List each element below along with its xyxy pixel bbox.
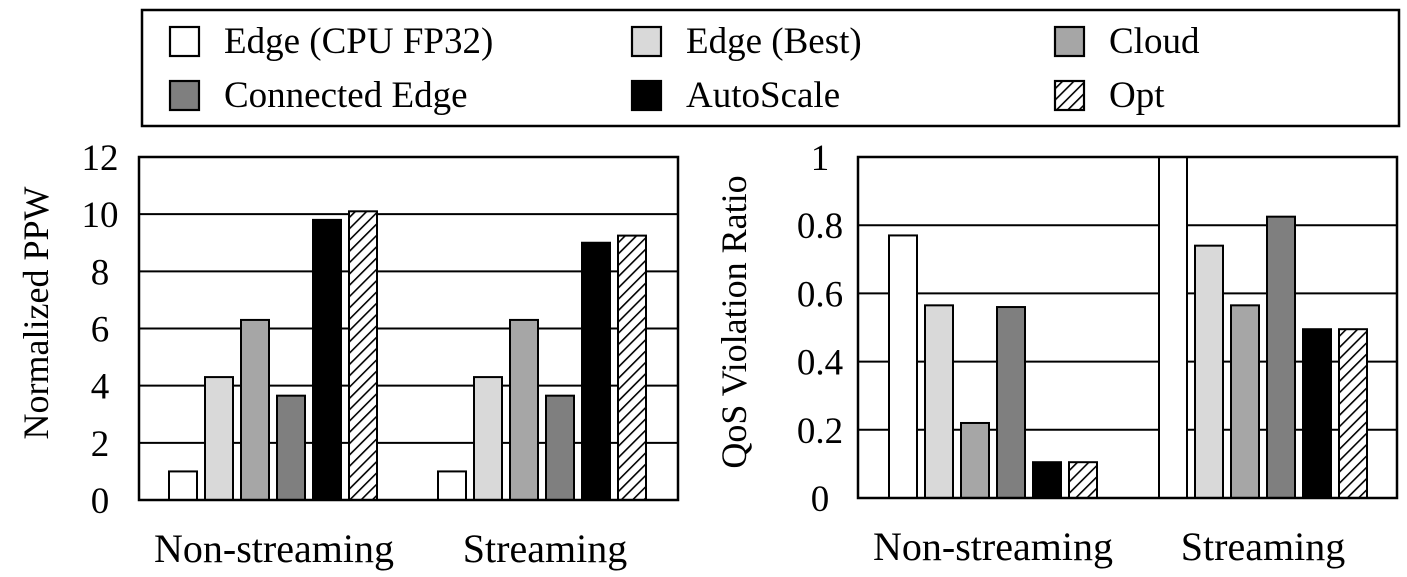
ppw-y-tick-label: 2 xyxy=(91,424,110,465)
legend-item-connected-edge: Connected Edge xyxy=(168,75,468,116)
qos-bar-non-streaming-opt xyxy=(1068,461,1098,500)
legend-frame xyxy=(140,8,1401,128)
qos-y-tick-label: 0.2 xyxy=(797,411,843,452)
qos-bar-streaming-opt xyxy=(1338,328,1368,499)
qos-bar-non-streaming-edge-cpu-fp32 xyxy=(888,234,918,499)
ppw-bar-non-streaming-edge-cpu-fp32 xyxy=(168,470,198,501)
ppw-bar-non-streaming-cloud xyxy=(240,318,270,501)
qos-bar-streaming-connected-edge xyxy=(1266,215,1296,500)
ppw-y-tick-label: 6 xyxy=(91,310,110,351)
ppw-bar-non-streaming-autoscale xyxy=(312,218,342,501)
ppw-bar-streaming-edge-cpu-fp32 xyxy=(437,470,467,501)
legend-swatch xyxy=(630,25,663,58)
legend-item-edge-best: Edge (Best) xyxy=(630,21,862,62)
ppw-bar-streaming-opt xyxy=(617,234,647,502)
qos-bar-streaming-edge-cpu-fp32 xyxy=(1158,156,1188,499)
qos-bar-non-streaming-autoscale xyxy=(1032,461,1062,500)
legend-item-edge-cpu-fp32: Edge (CPU FP32) xyxy=(168,21,493,62)
legend-swatch xyxy=(168,25,201,58)
ppw-y-tick-label: 0 xyxy=(91,481,110,522)
legend-label: Edge (Best) xyxy=(686,21,862,62)
legend-label: Opt xyxy=(1109,75,1165,116)
ppw-bar-streaming-autoscale xyxy=(581,241,611,501)
qos-bar-non-streaming-connected-edge xyxy=(996,306,1026,500)
qos-chart: QoS Violation Ratio 0 0.2 0.4 0.6 0.8 1 Non-s… xyxy=(714,138,1399,569)
ppw-bar-streaming-connected-edge xyxy=(545,394,575,502)
legend-label: Connected Edge xyxy=(224,75,468,116)
qos-y-tick-label: 0.4 xyxy=(797,343,843,384)
ppw-chart: Normalized PPW 0 2 4 6 8 10 12 Non-streaming St… xyxy=(16,138,680,571)
ppw-y-tick-label: 4 xyxy=(91,367,110,408)
ppw-y-tick-label: 8 xyxy=(91,252,110,293)
ppw-y-tick-label: 12 xyxy=(82,138,119,179)
ppw-plot-frame xyxy=(137,155,680,502)
ppw-bar-non-streaming-edge-best xyxy=(204,376,234,502)
ppw-bar-streaming-cloud xyxy=(509,318,539,501)
ppw-y-axis-label: Normalized PPW xyxy=(16,187,56,440)
legend-label: Edge (CPU FP32) xyxy=(224,21,493,62)
ppw-x-category-label: Non-streaming xyxy=(154,526,394,571)
legend: Edge (CPU FP32) Edge (Best) Cloud Connected… xyxy=(140,8,1401,128)
legend-swatch xyxy=(1053,25,1086,58)
qos-bar-streaming-cloud xyxy=(1230,304,1260,499)
legend-swatch xyxy=(630,79,663,112)
ppw-bar-non-streaming-opt xyxy=(348,210,378,502)
ppw-x-category-label: Streaming xyxy=(463,526,627,571)
qos-y-tick-label: 0 xyxy=(811,479,830,520)
ppw-bar-streaming-edge-best xyxy=(473,376,503,502)
ppw-y-tick-label: 10 xyxy=(82,195,119,236)
qos-y-tick-label: 0.6 xyxy=(797,274,843,315)
ppw-bar-non-streaming-connected-edge xyxy=(276,394,306,502)
legend-item-autoscale: AutoScale xyxy=(630,75,840,116)
qos-bar-streaming-autoscale xyxy=(1302,328,1332,499)
qos-x-category-label: Streaming xyxy=(1181,524,1345,569)
qos-bar-streaming-edge-best xyxy=(1194,244,1224,499)
qos-plot-frame xyxy=(856,155,1399,500)
legend-item-opt: Opt xyxy=(1053,75,1165,116)
qos-y-tick-label: 0.8 xyxy=(797,206,843,247)
qos-y-axis-label: QoS Violation Ratio xyxy=(714,175,754,468)
legend-swatch xyxy=(1053,79,1086,112)
legend-item-cloud: Cloud xyxy=(1053,21,1200,62)
qos-bar-non-streaming-edge-best xyxy=(924,304,954,499)
qos-bar-non-streaming-cloud xyxy=(960,421,990,500)
legend-label: Cloud xyxy=(1109,21,1200,62)
legend-label: AutoScale xyxy=(686,75,840,116)
qos-y-tick-label: 1 xyxy=(811,138,830,179)
qos-x-category-label: Non-streaming xyxy=(873,524,1113,569)
legend-swatch xyxy=(168,79,201,112)
